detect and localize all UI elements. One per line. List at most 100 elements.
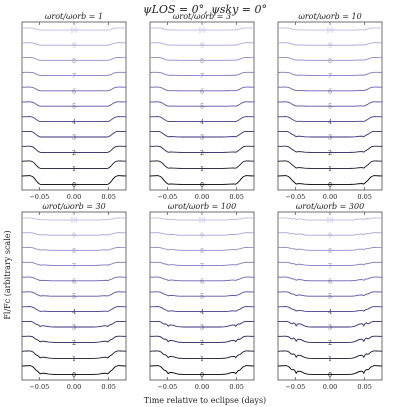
level-curve — [21, 175, 127, 185]
level-curve — [277, 320, 383, 328]
level-curve — [149, 27, 255, 31]
level-curve — [21, 276, 127, 282]
panel-title: ωrot/ωorb = 30 — [42, 202, 105, 211]
level-curve — [21, 350, 127, 359]
x-tick-label: 0.05 — [101, 383, 115, 391]
level-label: 1 — [200, 356, 204, 363]
level-label: 2 — [200, 340, 204, 347]
level-label: 0 — [200, 182, 204, 189]
level-curve — [21, 57, 127, 61]
level-label: 7 — [200, 263, 204, 270]
level-curve — [149, 350, 255, 359]
level-label: 2 — [328, 340, 332, 347]
level-label: 8 — [200, 248, 204, 255]
level-curve — [21, 145, 127, 153]
level-label: 3 — [72, 325, 76, 332]
level-label: 1 — [328, 356, 332, 363]
level-label: 3 — [200, 135, 204, 142]
level-label: 0 — [328, 372, 332, 379]
x-tick-label: −0.05 — [29, 193, 49, 201]
level-curve — [149, 130, 255, 138]
level-label: 9 — [72, 233, 76, 240]
x-tick-label: 0.00 — [195, 383, 209, 391]
level-curve — [21, 116, 127, 123]
level-curve — [277, 232, 383, 236]
x-tick-label: 0.00 — [323, 193, 337, 201]
level-curve — [277, 101, 383, 107]
level-label: 3 — [72, 135, 76, 142]
level-label: 4 — [72, 309, 76, 316]
x-tick-label: −0.05 — [157, 193, 177, 201]
x-tick-label: −0.05 — [285, 193, 305, 201]
level-curve — [277, 247, 383, 251]
x-tick-label: −0.05 — [29, 383, 49, 391]
level-label: 8 — [200, 58, 204, 65]
level-curve — [21, 247, 127, 251]
panel: ωrot/ωorb = 300 −0.05 0.00 0.05 0 1 2 3 4 5 6 7 8 9 10 — [277, 202, 383, 391]
level-label: 8 — [72, 58, 76, 65]
panels-group: ωrot/ωorb = 1−0.05 0.00 0.05012345678910ωr… — [21, 12, 383, 391]
level-label: 2 — [72, 150, 76, 157]
level-label: 4 — [328, 309, 332, 316]
level-curve — [149, 101, 255, 107]
level-label: 1 — [328, 166, 332, 173]
x-tick-label: 0.00 — [323, 383, 337, 391]
level-label: 6 — [72, 278, 76, 285]
level-label: 3 — [200, 325, 204, 332]
level-curve — [149, 217, 255, 221]
level-label: 5 — [328, 104, 332, 111]
level-curve — [149, 116, 255, 123]
level-curve — [277, 27, 383, 31]
level-label: 6 — [72, 88, 76, 95]
level-curve — [277, 160, 383, 169]
level-label: 10 — [198, 218, 206, 225]
x-tick-label: 0.05 — [357, 193, 371, 201]
level-label: 10 — [70, 218, 78, 225]
level-curve — [277, 57, 383, 61]
panel-title: ωrot/ωorb = 100 — [168, 202, 236, 211]
level-label: 2 — [200, 150, 204, 157]
level-label: 6 — [328, 278, 332, 285]
level-label: 6 — [200, 88, 204, 95]
x-tick-label: 0.05 — [229, 193, 243, 201]
level-curve — [149, 320, 255, 328]
x-tick-label: 0.00 — [67, 193, 81, 201]
level-curve — [277, 71, 383, 76]
level-curve — [149, 261, 255, 266]
figure-title: ψLOS = 0°, ψsky = 0° — [143, 3, 267, 16]
level-label: 10 — [198, 28, 206, 35]
panel: ωrot/ωorb = 30 −0.05 0.00 0.05 0 1 2 3 4 5 6 7 8 9 10 — [21, 202, 127, 391]
level-curve — [277, 86, 383, 92]
level-curve — [21, 306, 127, 313]
panel-title: ωrot/ωorb = 3 — [173, 12, 231, 21]
level-curve — [149, 71, 255, 76]
level-label: 5 — [328, 294, 332, 301]
level-curve — [149, 145, 255, 153]
level-label: 8 — [72, 248, 76, 255]
level-label: 4 — [200, 119, 204, 126]
level-curve — [21, 101, 127, 107]
level-label: 9 — [200, 233, 204, 240]
level-curve — [277, 130, 383, 138]
level-label: 9 — [328, 233, 332, 240]
x-tick-label: 0.05 — [229, 383, 243, 391]
level-curve — [277, 42, 383, 46]
level-curve — [149, 247, 255, 251]
x-axis-label: Time relative to eclipse (days) — [144, 396, 266, 405]
level-label: 8 — [328, 58, 332, 65]
x-tick-label: 0.00 — [67, 383, 81, 391]
level-curve — [277, 145, 383, 153]
level-label: 9 — [328, 43, 332, 50]
level-curve — [149, 365, 255, 375]
level-label: 7 — [72, 263, 76, 270]
level-curve — [21, 27, 127, 31]
level-curve — [277, 365, 383, 375]
level-curve — [21, 217, 127, 221]
level-curve — [277, 306, 383, 313]
panel-title: ωrot/ωorb = 300 — [296, 202, 364, 211]
x-tick-label: 0.05 — [101, 193, 115, 201]
level-curve — [21, 42, 127, 46]
level-curve — [21, 320, 127, 328]
level-label: 10 — [70, 28, 78, 35]
